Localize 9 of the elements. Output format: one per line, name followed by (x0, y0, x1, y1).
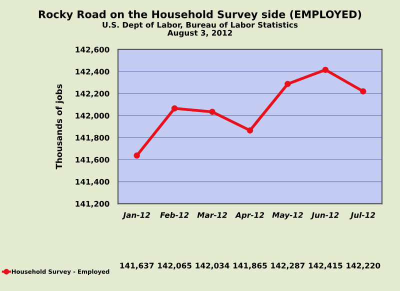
point (284, 80, 291, 88)
chart-title: Rocky Road on the Household Survey side (EMPLOYED) (38, 10, 362, 20)
point (360, 88, 366, 94)
y-axis-title: Thousands of jobs (56, 84, 64, 170)
point (246, 127, 254, 134)
point (209, 108, 216, 115)
point (322, 66, 329, 73)
point (171, 105, 178, 112)
point (134, 152, 140, 159)
